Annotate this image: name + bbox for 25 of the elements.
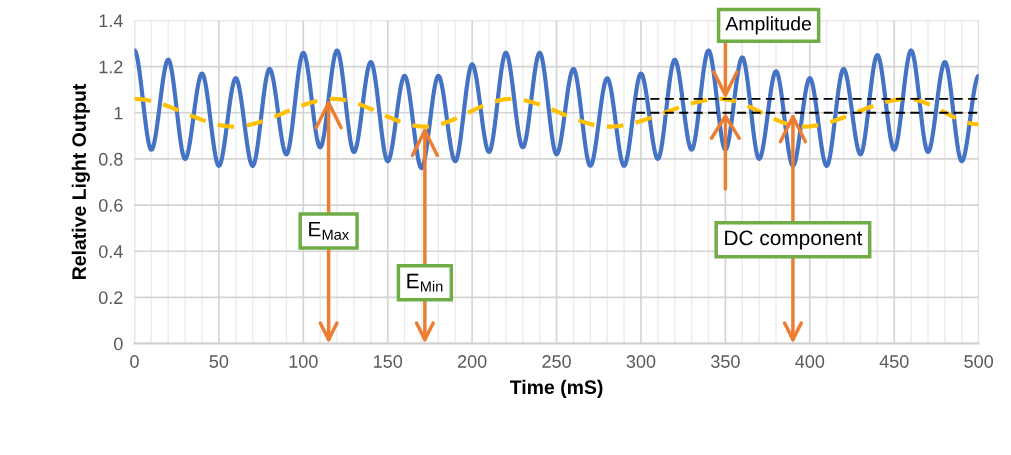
x-tick-label: 250 (542, 355, 571, 368)
x-tick-label: 500 (964, 355, 994, 368)
annotation: E$_{Min}$ (407, 273, 443, 292)
annotation: Amplitude (725, 16, 811, 35)
annotation: E$_{Max}$ (309, 222, 349, 240)
y-axis-title: Relative Light Output (71, 83, 90, 279)
x-tick-label: 100 (289, 355, 318, 368)
y-tick-label: 1.4 (99, 14, 123, 28)
x-tick-label: 400 (795, 355, 825, 368)
y-tick-label: 0.4 (98, 245, 123, 258)
annotation: DC component (725, 230, 863, 250)
y-tick-label: 0.8 (98, 152, 123, 166)
x-tick-label: 50 (209, 355, 229, 368)
x-tick-label: 0 (130, 355, 139, 368)
x-tick-label: 150 (374, 355, 403, 368)
y-tick-label: 1.2 (99, 60, 123, 74)
y-tick-label: 1 (114, 106, 123, 120)
y-tick-label: 0 (114, 337, 123, 351)
y-tick-label: 0.2 (98, 291, 123, 305)
x-tick-label: 300 (626, 355, 656, 368)
x-axis-title: Time (mS) (509, 379, 603, 398)
y-tick-label: 0.6 (98, 199, 123, 212)
x-tick-label: 350 (711, 355, 740, 368)
x-tick-label: 200 (457, 355, 487, 368)
x-tick-label: 450 (879, 355, 909, 368)
